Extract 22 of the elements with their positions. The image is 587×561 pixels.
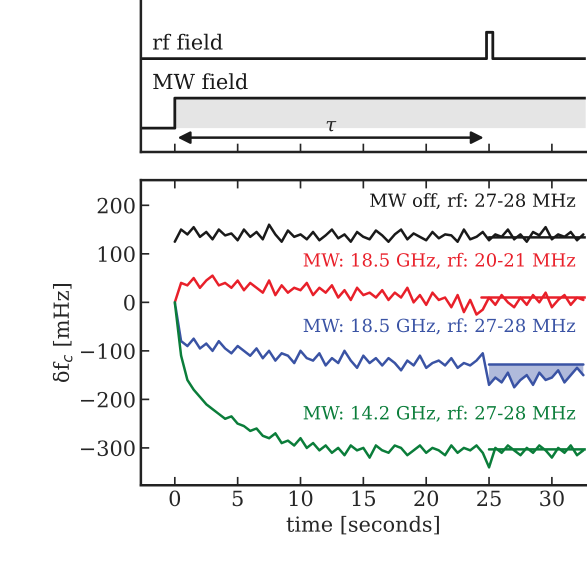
series-label: MW field [153,73,248,90]
y-tick-label: 200 [98,198,135,214]
x-tick-label: 5 [232,490,243,506]
legend-label: MW off, rf: 27-28 MHz [370,193,576,210]
annotation: τ [326,121,336,132]
x-tick-label: 10 [290,490,312,506]
x-axis-title: time [seconds] [286,516,439,534]
y-tick-label: −300 [81,440,135,456]
x-tick-label: 0 [170,490,180,506]
series-label: MW: 18.5 GHz, rf: 20-21 MHz [304,252,576,269]
y-axis-title: δf$_{c}$ [mHz] [52,284,72,382]
series-label: rf field [152,34,223,50]
x-tick-label: 30 [540,490,564,506]
y-tick-label: −100 [81,343,135,360]
x-tick-label: 15 [352,490,375,506]
series-label: MW: 14.2 GHz, rf: 27-28 MHz [304,406,576,422]
y-tick-label: 0 [124,294,135,311]
y-tick-label: 100 [98,246,135,262]
series-label: MW: 18.5 GHz, rf: 27-28 MHz [304,318,576,334]
y-tick-label: −200 [81,392,135,408]
x-tick-label: 25 [477,490,501,506]
x-tick-label: 20 [414,490,438,506]
